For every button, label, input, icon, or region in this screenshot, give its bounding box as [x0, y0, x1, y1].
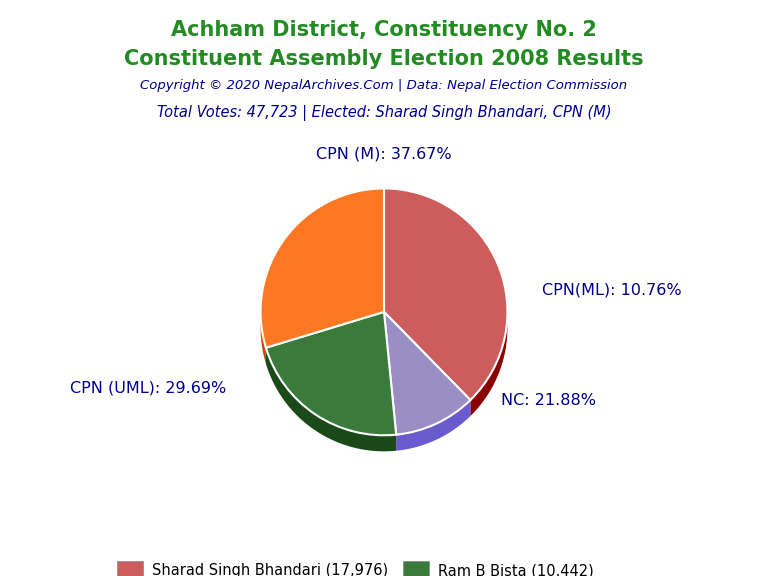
- Text: CPN (M): 37.67%: CPN (M): 37.67%: [316, 146, 452, 161]
- Text: Constituent Assembly Election 2008 Results: Constituent Assembly Election 2008 Resul…: [124, 49, 644, 69]
- Text: Total Votes: 47,723 | Elected: Sharad Singh Bhandari, CPN (M): Total Votes: 47,723 | Elected: Sharad Si…: [157, 105, 611, 121]
- Text: CPN (UML): 29.69%: CPN (UML): 29.69%: [70, 381, 226, 396]
- Wedge shape: [266, 312, 396, 435]
- Polygon shape: [260, 309, 266, 364]
- Text: Achham District, Constituency No. 2: Achham District, Constituency No. 2: [171, 20, 597, 40]
- Text: Copyright © 2020 NepalArchives.Com | Data: Nepal Election Commission: Copyright © 2020 NepalArchives.Com | Dat…: [141, 79, 627, 93]
- Legend: Sharad Singh Bhandari (17,976), Shiv Prasad Upadhaya (14,171), Ram B Bista (10,4: Sharad Singh Bhandari (17,976), Shiv Pra…: [111, 556, 657, 576]
- Wedge shape: [384, 188, 508, 400]
- Polygon shape: [470, 306, 508, 416]
- Polygon shape: [396, 400, 470, 451]
- Wedge shape: [260, 188, 384, 348]
- Text: CPN(ML): 10.76%: CPN(ML): 10.76%: [542, 282, 682, 297]
- Polygon shape: [266, 348, 396, 452]
- Wedge shape: [384, 312, 470, 435]
- Text: NC: 21.88%: NC: 21.88%: [502, 393, 596, 408]
